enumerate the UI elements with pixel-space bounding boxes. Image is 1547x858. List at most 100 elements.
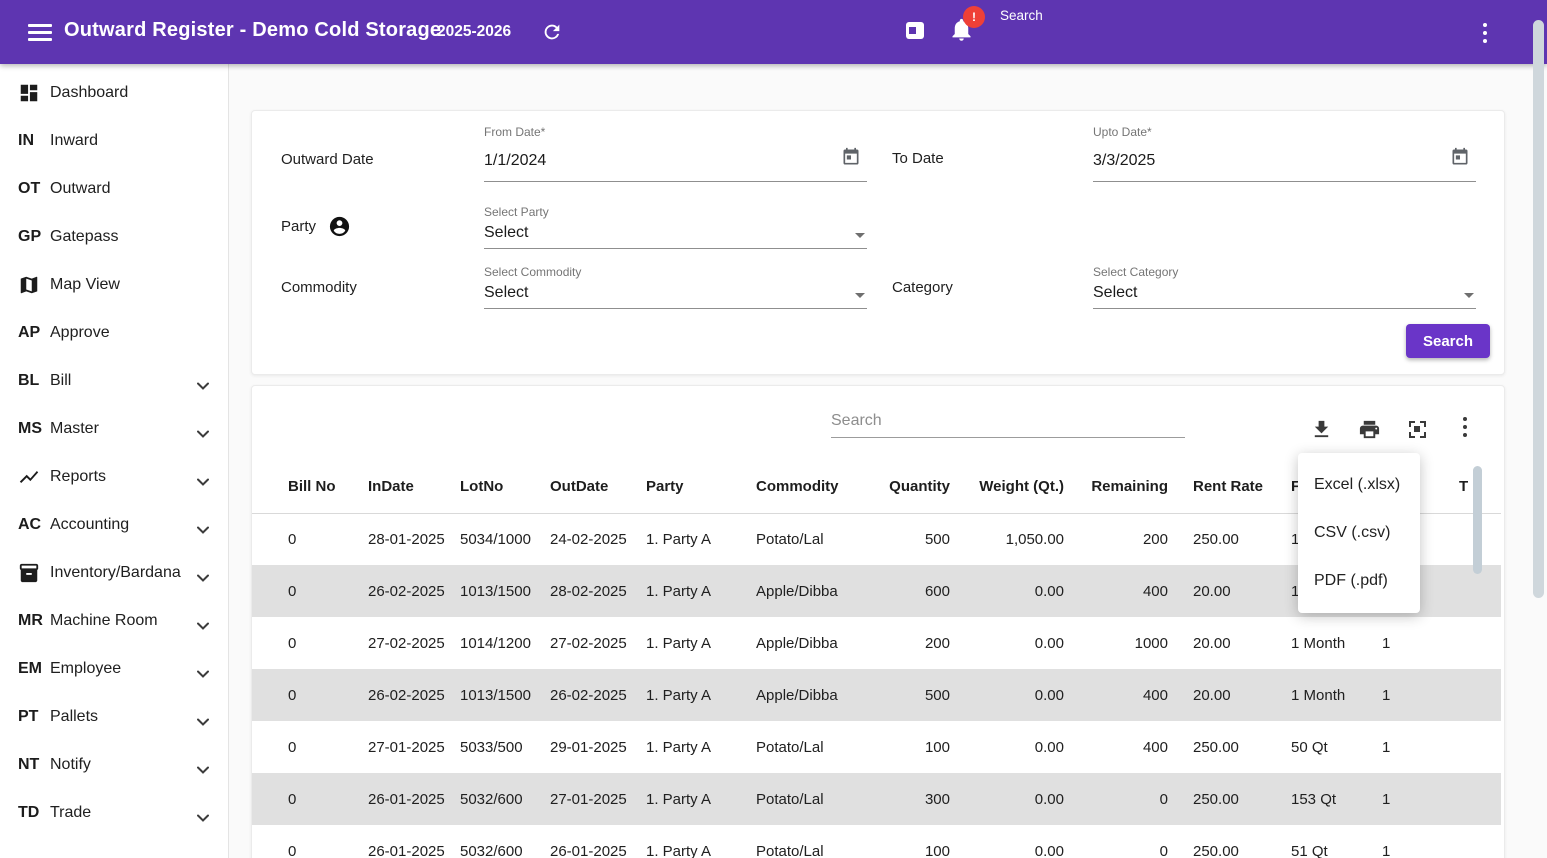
table-cell: Apple/Dibba (756, 582, 838, 600)
upto-date-field[interactable]: Upto Date* 3/3/2025 (1093, 123, 1476, 182)
table-more-options-icon[interactable] (1453, 417, 1477, 441)
commodity-select-value: Select (484, 284, 529, 301)
table-row[interactable]: 0 26-02-2025 1013/1500 28-02-2025 1. Party A… (252, 565, 1501, 617)
col-party[interactable]: Party (634, 461, 744, 514)
table-cell (1436, 513, 1501, 565)
app-window-icon[interactable] (906, 22, 924, 39)
chevron-down-icon (197, 473, 209, 491)
chevron-down-icon (197, 377, 209, 395)
table-scrollbar-thumb[interactable] (1473, 466, 1482, 574)
table-cell: 27-01-2025 (550, 790, 627, 808)
col-lotno[interactable]: LotNo (448, 461, 538, 514)
col-t[interactable]: T (1436, 461, 1501, 514)
calendar-icon[interactable] (1450, 147, 1470, 167)
sidebar-item-machine-room[interactable]: MR Machine Room (0, 597, 228, 645)
table-cell: Potato/Lal (756, 842, 824, 858)
sidebar-item-notify[interactable]: NT Notify (0, 741, 228, 789)
col-commodity[interactable]: Commodity (744, 461, 866, 514)
sidebar-item-master[interactable]: MS Master (0, 405, 228, 453)
financial-year-label[interactable]: 2025-2026 (437, 23, 512, 40)
table-cell: 5034/1000 (460, 530, 531, 548)
table-cell: 250.00 (1193, 842, 1239, 858)
table-row[interactable]: 0 27-02-2025 1014/1200 27-02-2025 1. Party A… (252, 617, 1501, 669)
table-row[interactable]: 0 26-01-2025 5032/600 27-01-2025 1. Party A P… (252, 773, 1501, 825)
hamburger-menu-icon[interactable] (28, 24, 52, 41)
sidebar-item-reports[interactable]: Reports (0, 453, 228, 501)
category-caption: Category (892, 279, 953, 296)
sidebar-item-gatepass[interactable]: GP Gatepass (0, 213, 228, 261)
appbar-search[interactable]: Search (1000, 8, 1043, 23)
sidebar-item-employee[interactable]: EM Employee (0, 645, 228, 693)
sidebar-item-outward[interactable]: OT Outward (0, 165, 228, 213)
table-cell: 0 (288, 582, 297, 600)
chevron-down-icon (197, 425, 209, 443)
download-icon[interactable] (1309, 417, 1333, 441)
category-select[interactable]: Select Category Select (1093, 263, 1476, 309)
table-cell: 26-01-2025 (368, 842, 445, 858)
sidebar-item-label: Inventory/Bardana (50, 564, 181, 581)
sidebar-item-label: Bill (50, 372, 72, 389)
dropdown-arrow-icon (855, 293, 865, 298)
category-select-label: Select Category (1093, 265, 1179, 279)
commodity-caption: Commodity (281, 279, 357, 296)
sidebar-item-label: Pallets (50, 708, 99, 725)
col-indate[interactable]: InDate (352, 461, 448, 514)
party-select[interactable]: Select Party Select (484, 203, 867, 249)
account-circle-icon (329, 216, 350, 237)
appbar-more-options-icon[interactable] (1483, 23, 1487, 47)
table-cell: 26-02-2025 (550, 686, 627, 704)
col-rent-rate[interactable]: Rent Rate (1170, 461, 1270, 514)
results-panel: Bill No InDate LotNo OutDate Party Commo… (251, 385, 1505, 858)
sidebar-item-inward[interactable]: IN Inward (0, 117, 228, 165)
col-quantity[interactable]: Quantity (866, 461, 952, 514)
refresh-icon[interactable] (541, 21, 563, 43)
col-outdate[interactable]: OutDate (538, 461, 634, 514)
chevron-down-icon (197, 617, 209, 635)
notification-badge: ! (963, 6, 985, 28)
table-cell (1436, 565, 1501, 617)
table-cell: 250.00 (1193, 790, 1239, 808)
page-title: Outward Register - Demo Cold Storage (64, 19, 442, 41)
table-cell: 400 (1142, 686, 1168, 704)
table-cell: 1 Month (1291, 634, 1346, 652)
table-cell: 153 Qt (1291, 790, 1337, 808)
sidebar-item-accounting[interactable]: AC Accounting (0, 501, 228, 549)
search-button[interactable]: Search (1406, 324, 1490, 358)
table-row[interactable]: 0 26-02-2025 1013/1500 26-02-2025 1. Party A… (252, 669, 1501, 721)
col-remaining[interactable]: Remaining (1066, 461, 1170, 514)
sidebar-nav: Dashboard IN Inward OT Outward GP Gatepass Map … (0, 64, 229, 858)
table-search-input[interactable] (831, 404, 1185, 438)
table-row[interactable]: 0 27-01-2025 5033/500 29-01-2025 1. Party A P… (252, 721, 1501, 773)
col-bill-no[interactable]: Bill No (252, 461, 352, 514)
chevron-down-icon (197, 521, 209, 539)
page-scrollbar-thumb[interactable] (1533, 20, 1544, 598)
from-date-field[interactable]: From Date* 1/1/2024 (484, 123, 867, 182)
sidebar-item-trade[interactable]: TD Trade (0, 789, 228, 837)
table-cell: 0 (288, 686, 297, 704)
commodity-select[interactable]: Select Commodity Select (484, 263, 867, 309)
table-cell: 0 (1159, 790, 1168, 808)
sidebar-item-pallets[interactable]: PT Pallets (0, 693, 228, 741)
party-select-value: Select (484, 224, 529, 241)
calendar-icon[interactable] (841, 147, 861, 167)
sidebar-item-approve[interactable]: AP Approve (0, 309, 228, 357)
sidebar-item-map-view[interactable]: Map View (0, 261, 228, 309)
menu-item-csv[interactable]: CSV (.csv) (1314, 524, 1391, 541)
table-row[interactable]: 0 26-01-2025 5032/600 26-01-2025 1. Party A P… (252, 825, 1501, 858)
sidebar-item-bill[interactable]: BL Bill (0, 357, 228, 405)
print-icon[interactable] (1357, 417, 1381, 441)
chevron-down-icon (197, 569, 209, 587)
table-cell: 28-02-2025 (550, 582, 627, 600)
menu-item-pdf[interactable]: PDF (.pdf) (1314, 572, 1388, 589)
table-cell (1436, 669, 1501, 721)
col-weight[interactable]: Weight (Qt.) (952, 461, 1066, 514)
sidebar-item-inventory-bardana[interactable]: Inventory/Bardana (0, 549, 228, 597)
menu-item-excel[interactable]: Excel (.xlsx) (1314, 476, 1401, 493)
sidebar-item-label: Accounting (50, 516, 130, 533)
sidebar-item-dashboard[interactable]: Dashboard (0, 69, 228, 117)
sidebar-item-label: Outward (50, 180, 111, 197)
chevron-down-icon (197, 809, 209, 827)
party-select-label: Select Party (484, 205, 549, 219)
select-all-icon[interactable] (1405, 417, 1429, 441)
table-cell: 5032/600 (460, 842, 523, 858)
